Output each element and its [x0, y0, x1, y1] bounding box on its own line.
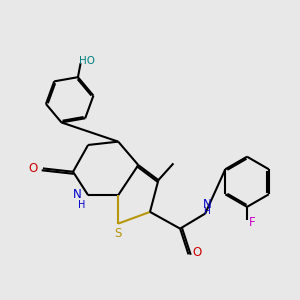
Text: N: N: [73, 188, 82, 201]
Text: H: H: [203, 207, 210, 216]
Text: O: O: [28, 162, 38, 175]
Text: S: S: [115, 227, 122, 240]
Text: H: H: [78, 200, 85, 209]
Text: F: F: [249, 216, 255, 230]
Text: N: N: [202, 198, 211, 211]
Text: HO: HO: [79, 56, 94, 66]
Text: O: O: [192, 246, 202, 259]
